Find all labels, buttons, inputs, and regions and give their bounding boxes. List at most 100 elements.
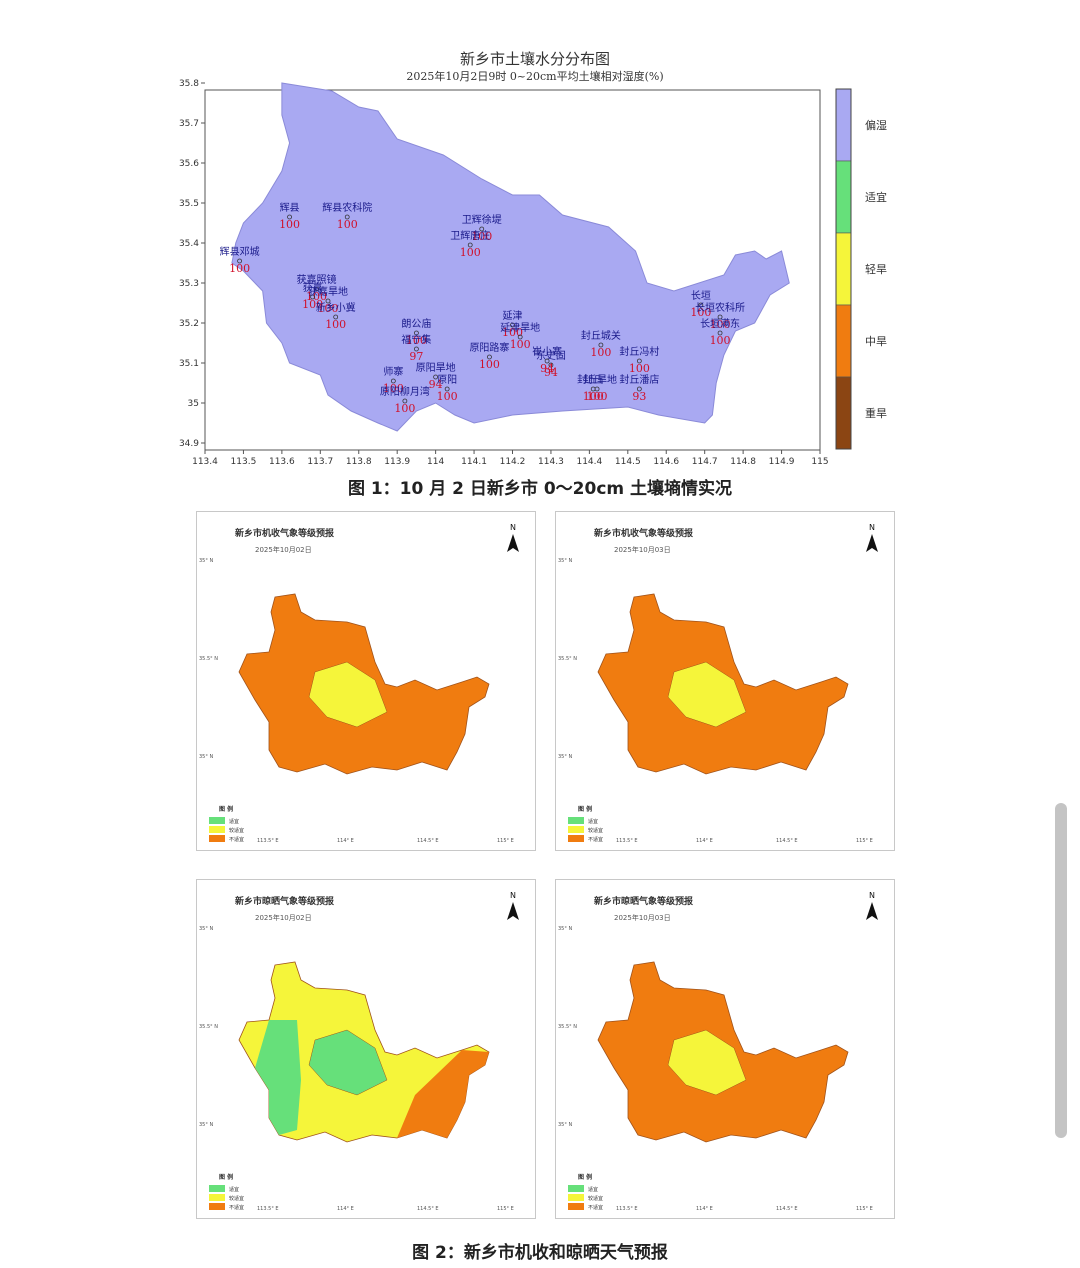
panel-legend-label: 适宜	[229, 1186, 239, 1193]
map-title: 新乡市土壤水分分布图	[459, 50, 610, 68]
legend-swatch	[835, 160, 852, 234]
y-tick-label: 35.1	[179, 359, 199, 369]
y-tick-label: 35	[188, 399, 199, 409]
panel-legend-swatch	[209, 1203, 225, 1210]
station-value: 100	[479, 358, 500, 371]
north-label: N	[869, 891, 875, 900]
panel-x-tick: 113.5° E	[257, 1206, 279, 1212]
panel-legend-swatch	[568, 1194, 584, 1201]
panel-x-tick: 113.5° E	[616, 838, 638, 844]
station-name: 获嘉	[303, 281, 323, 294]
station-marker	[698, 302, 704, 308]
station-marker	[344, 214, 350, 220]
north-label: N	[869, 523, 875, 532]
panel-x-tick: 114.5° E	[776, 838, 798, 844]
panel-legend-title: 图 例	[578, 805, 592, 813]
forecast-map: 新乡市机收气象等级预报 2025年10月03日 N 35° N 35.5° N 35° N…	[558, 523, 878, 844]
y-tick-label: 35.5	[179, 199, 199, 209]
soil-moisture-map: 新乡市土壤水分分布图 2025年10月2日9时 0~20cm平均土壤相对湿度(%…	[175, 40, 895, 470]
north-label: N	[510, 891, 516, 900]
panel-legend-label: 较适宜	[229, 1195, 244, 1202]
y-tick-label: 34.9	[179, 439, 199, 449]
panel-legend-swatch	[568, 1185, 584, 1192]
station-value: 100	[710, 334, 731, 347]
x-tick-label: 114.8	[730, 457, 756, 467]
station-value: 100	[690, 306, 711, 319]
panel-x-tick: 114.5° E	[417, 838, 439, 844]
panel-legend-title: 图 例	[578, 1173, 592, 1181]
panel-legend-label: 不适宜	[229, 836, 244, 843]
panel-title: 新乡市机收气象等级预报	[594, 527, 693, 539]
forecast-panel-4: 新乡市晾晒气象等级预报 2025年10月03日 N 35° N 35.5° N 35° N…	[555, 879, 895, 1219]
panel-x-tick: 114° E	[696, 1206, 713, 1212]
forecast-zone-accent	[667, 661, 747, 728]
station-marker	[287, 214, 292, 220]
panel-legend-label: 较适宜	[588, 827, 603, 834]
station-name: 延津旱地	[500, 321, 540, 334]
station-name: 卫辉徐堤	[462, 213, 502, 226]
forecast-zone-green	[255, 1020, 301, 1135]
panel-x-tick: 114.5° E	[776, 1206, 798, 1212]
panel-title: 新乡市机收气象等级预报	[235, 527, 334, 539]
panel-legend-title: 图 例	[219, 805, 233, 813]
panel-legend-label: 适宜	[588, 1186, 598, 1193]
north-arrow-icon	[866, 902, 878, 920]
legend-swatch	[835, 304, 852, 378]
panel-title: 新乡市晾晒气象等级预报	[594, 895, 693, 907]
station-marker	[717, 314, 723, 320]
forecast-panel-3: 新乡市晾晒气象等级预报 2025年10月02日 N 35° N 35.5° N 35° N…	[196, 879, 536, 1219]
station-marker	[402, 398, 408, 404]
panel-x-tick: 115° E	[856, 1206, 873, 1212]
station-marker	[517, 334, 523, 340]
panel-legend-label: 较适宜	[229, 827, 244, 834]
y-tick-label: 35.2	[179, 319, 199, 329]
station-marker	[717, 330, 723, 336]
north-label: N	[510, 523, 516, 532]
panel-x-tick: 114° E	[337, 838, 354, 844]
station-marker	[314, 286, 319, 292]
panel-date: 2025年10月03日	[614, 913, 671, 922]
x-tick-label: 114.1	[461, 457, 487, 467]
north-arrow-icon	[507, 902, 519, 920]
x-tick-label: 114.2	[500, 457, 526, 467]
panel-x-tick: 115° E	[497, 1206, 514, 1212]
legend-label: 适宜	[865, 190, 887, 204]
panel-legend-swatch	[209, 826, 225, 833]
panel-y-tick: 35° N	[558, 926, 572, 932]
x-tick-label: 114.7	[692, 457, 718, 467]
station-name: 封丘城关	[581, 329, 621, 342]
x-tick-label: 113.4	[192, 457, 218, 467]
station-name: 辉县农科院	[322, 201, 372, 214]
panel-legend-swatch	[568, 826, 584, 833]
panel-date: 2025年10月03日	[614, 545, 671, 554]
station-name: 延津	[503, 310, 523, 322]
station-marker	[636, 386, 642, 392]
station-name: 封丘冯村	[619, 345, 659, 358]
x-tick-label: 114	[427, 457, 444, 467]
x-tick-label: 114.3	[538, 457, 564, 467]
x-tick-label: 114.4	[576, 457, 602, 467]
station-marker	[487, 354, 492, 360]
station-marker	[636, 358, 642, 364]
north-arrow-icon	[507, 534, 519, 552]
x-tick-label: 113.7	[307, 457, 333, 467]
legend-label: 偏湿	[865, 118, 887, 132]
legend-label: 中旱	[865, 335, 887, 348]
panel-x-tick: 115° E	[856, 838, 873, 844]
station-value: 100	[306, 290, 327, 303]
station-name: 长垣	[691, 290, 711, 302]
forecast-map: 新乡市机收气象等级预报 2025年10月02日 N 35° N 35.5° N 35° N…	[199, 523, 519, 844]
figure-caption-1: 图 1：10 月 2 日新乡市 0～20cm 土壤墒情实况	[347, 479, 733, 499]
vertical-scrollbar[interactable]	[1055, 803, 1067, 1138]
panel-legend-swatch	[209, 1194, 225, 1201]
station-value: 100	[279, 218, 300, 231]
station-marker	[414, 330, 419, 336]
station-value: 94	[429, 378, 443, 391]
station-name: 原阳	[437, 374, 457, 386]
y-tick-label: 35.8	[179, 79, 199, 89]
x-tick-label: 113.8	[346, 457, 372, 467]
station-marker	[598, 342, 604, 348]
station-marker	[310, 294, 316, 300]
panel-x-tick: 114.5° E	[417, 1206, 439, 1212]
panel-y-tick: 35° N	[199, 558, 213, 564]
